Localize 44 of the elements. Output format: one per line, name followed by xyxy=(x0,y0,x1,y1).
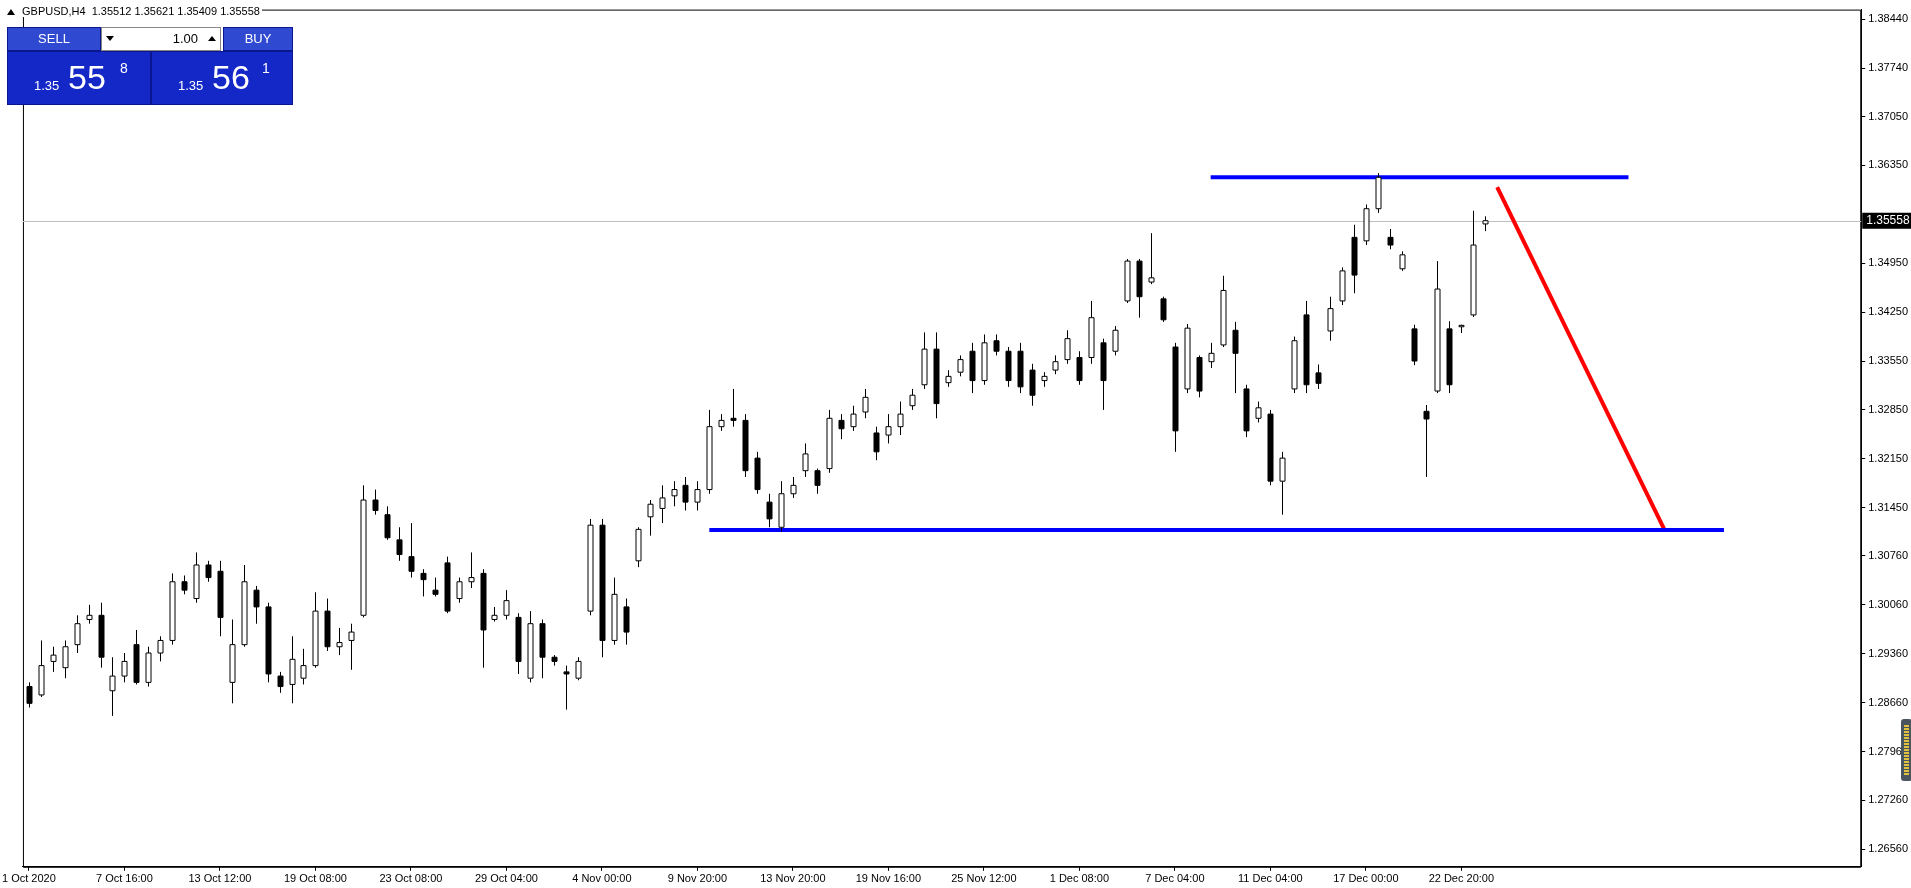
x-tick-label: 23 Oct 08:00 xyxy=(379,872,443,885)
x-tick-label: 19 Oct 08:00 xyxy=(283,872,347,885)
x-tick-label: 19 Nov 16:00 xyxy=(855,872,922,885)
annotation: 1.00 xyxy=(101,27,221,51)
annotation: 1.35 xyxy=(34,78,60,93)
ref-line-label: 1.35558 xyxy=(1866,213,1910,228)
x-tick-label: 1 Dec 08:00 xyxy=(1049,872,1110,885)
y-tick-label: 1.32150 xyxy=(1868,451,1908,464)
y-tick-label: 1.37050 xyxy=(1868,109,1908,122)
annotation: 1 xyxy=(262,60,270,76)
x-tick-label: 13 Nov 20:00 xyxy=(760,872,826,885)
x-tick-label: 25 Nov 12:00 xyxy=(951,872,1017,885)
annotation: 8 xyxy=(120,60,128,76)
x-tick-label: 7 Oct 16:00 xyxy=(95,872,153,885)
y-tick-label: 1.30760 xyxy=(1868,548,1908,561)
y-tick-label: 1.36350 xyxy=(1868,158,1908,171)
y-tick-label: 1.33550 xyxy=(1868,354,1908,367)
y-tick-label: 1.29360 xyxy=(1868,646,1908,659)
annotation: SELL xyxy=(7,27,101,51)
annotation: 56 xyxy=(212,58,250,97)
x-tick-label: 13 Oct 12:00 xyxy=(188,872,252,885)
y-tick-label: 1.37740 xyxy=(1868,61,1908,74)
x-tick-label: 9 Nov 20:00 xyxy=(667,872,728,885)
x-tick-label: 1 Oct 2020 xyxy=(2,872,56,885)
y-tick-label: 1.34250 xyxy=(1868,305,1908,318)
x-tick-label: 7 Dec 04:00 xyxy=(1145,872,1205,885)
x-tick-label: 4 Nov 00:00 xyxy=(572,872,632,885)
x-tick-label: 11 Dec 04:00 xyxy=(1238,872,1303,885)
y-tick-label: 1.32850 xyxy=(1868,402,1908,415)
annotation: BUY xyxy=(223,27,293,51)
y-tick-label: 1.38440 xyxy=(1868,12,1908,25)
y-tick-label: 1.28660 xyxy=(1868,695,1908,708)
x-tick-label: 17 Dec 00:00 xyxy=(1333,872,1399,885)
x-tick-label: 29 Oct 04:00 xyxy=(474,872,538,885)
annotation: 1.35 xyxy=(178,78,204,93)
chart-title: GBPUSD,H4 1.35512 1.35621 1.35409 1.35558 xyxy=(20,5,262,17)
y-tick-label: 1.2796 xyxy=(1868,744,1902,757)
x-tick-label: 22 Dec 20:00 xyxy=(1428,872,1495,885)
annotation: 55 xyxy=(68,58,106,97)
y-tick-label: 1.27260 xyxy=(1868,793,1908,806)
y-tick-label: 1.31450 xyxy=(1868,500,1908,513)
y-tick-label: 1.30060 xyxy=(1868,597,1908,610)
y-tick-label: 1.34950 xyxy=(1868,256,1908,269)
y-tick-label: 1.26560 xyxy=(1868,842,1908,855)
